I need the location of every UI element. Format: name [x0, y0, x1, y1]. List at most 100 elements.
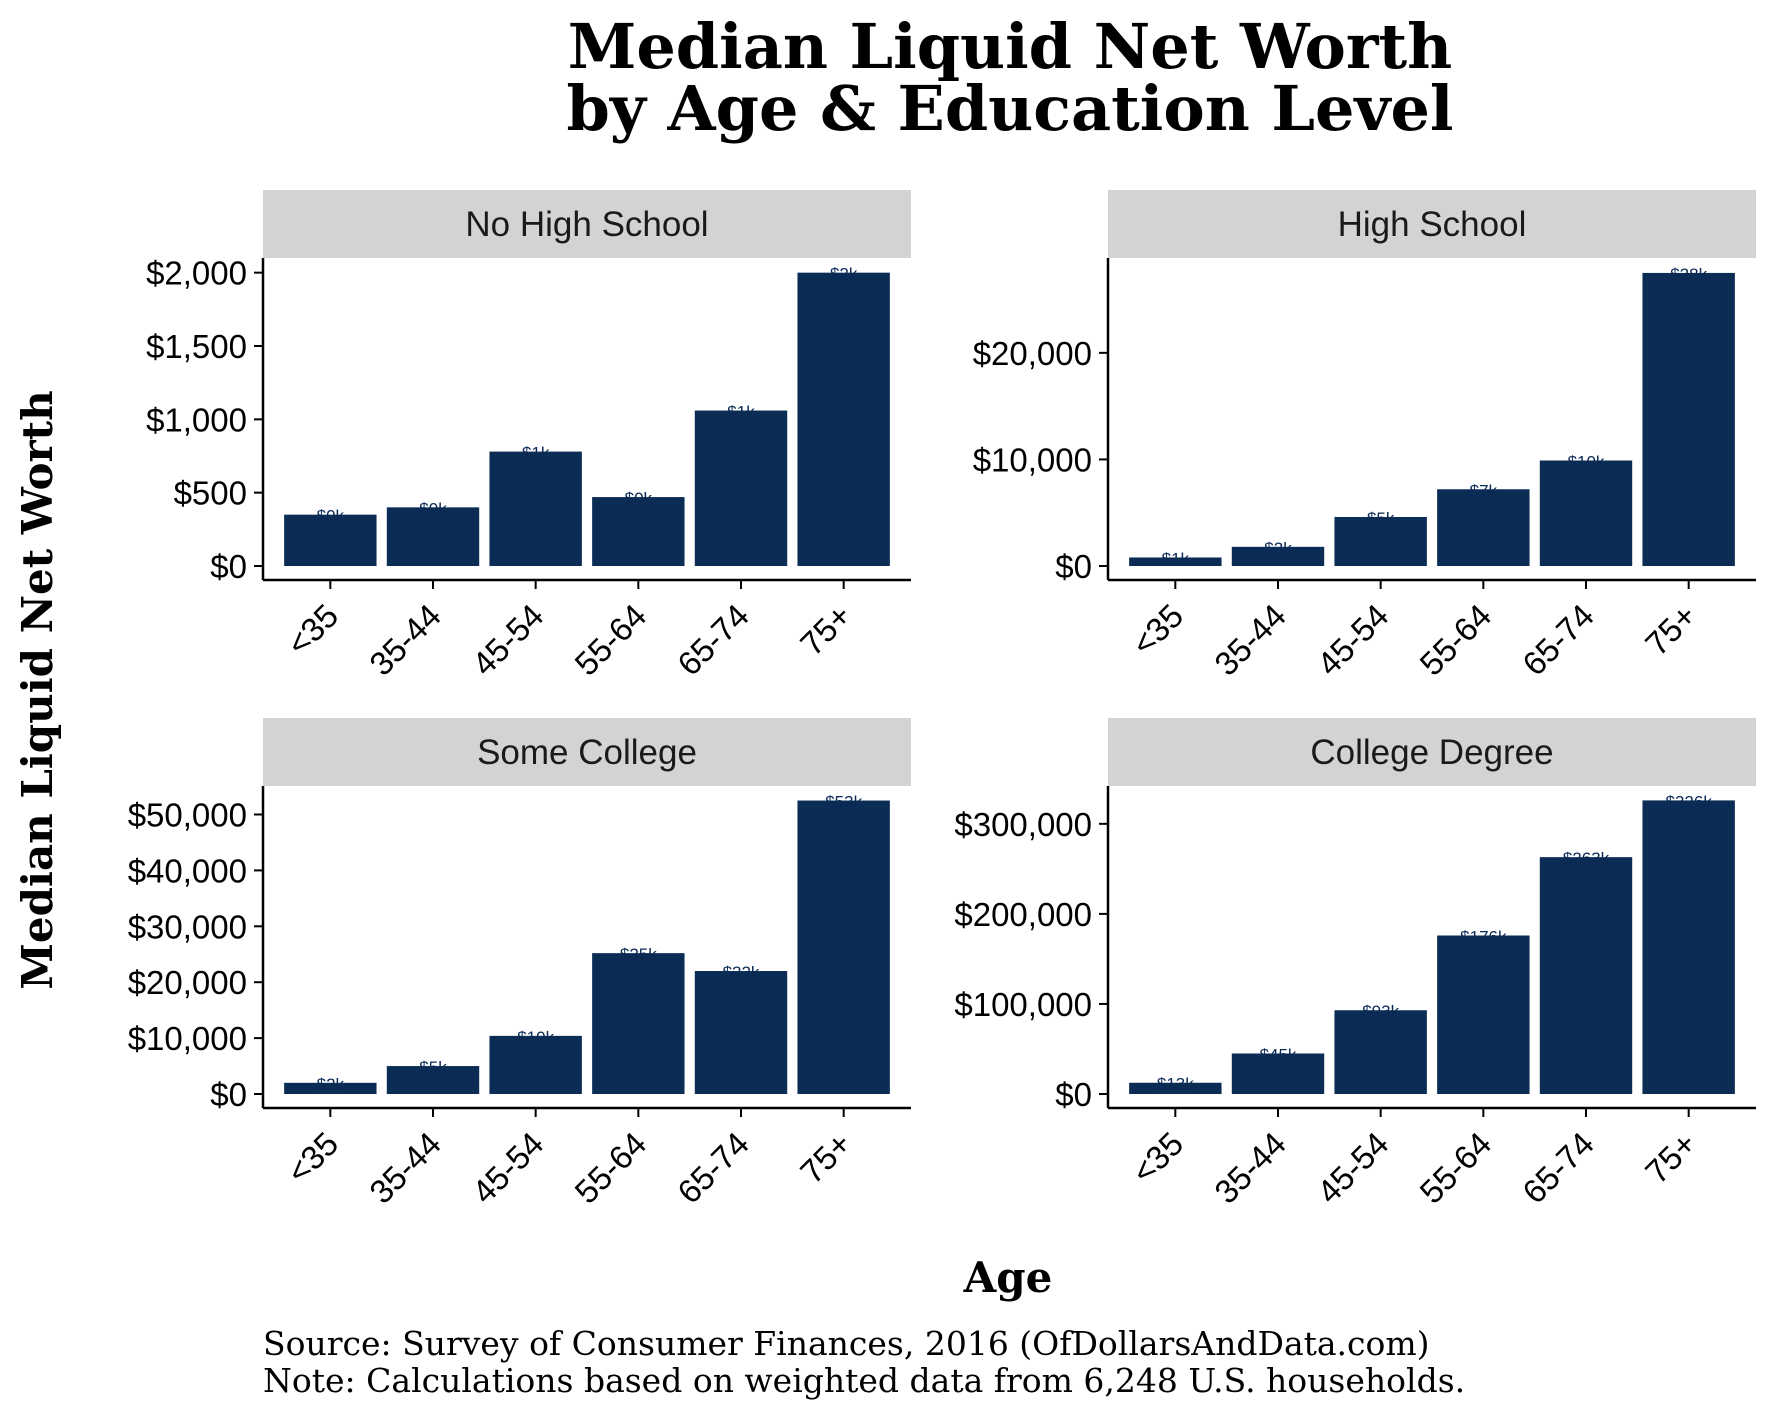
- x-tick-label: 55-64: [567, 597, 653, 683]
- y-tick-label: $10,000: [128, 1020, 247, 1057]
- x-tick-label: 65-74: [1515, 597, 1601, 683]
- x-tick-label: <35: [1125, 1125, 1191, 1191]
- x-tick-label: 65-74: [1515, 1125, 1601, 1211]
- calculation-note: Note: Calculations based on weighted dat…: [263, 1361, 1465, 1400]
- facet-strip: [263, 718, 911, 786]
- data-label: $0k: [625, 489, 653, 508]
- data-label: $7k: [1470, 481, 1498, 500]
- facet-strip: [1108, 190, 1756, 258]
- x-tick-label: 55-64: [1412, 1125, 1498, 1211]
- x-tick-label: 45-54: [465, 597, 551, 683]
- x-tick-label: 75+: [1638, 597, 1704, 663]
- bar: [1334, 516, 1427, 566]
- x-tick-label: 35-44: [362, 1125, 448, 1211]
- bar: [1129, 1082, 1222, 1094]
- bar: [694, 971, 788, 1094]
- facet-title: College Degree: [1310, 733, 1553, 772]
- x-tick-label: 45-54: [1310, 1125, 1396, 1211]
- x-tick-label: 35-44: [1207, 597, 1293, 683]
- bar: [1129, 557, 1222, 566]
- y-tick-label: $1,000: [146, 401, 247, 438]
- y-axis-label: Median Liquid Net Worth: [13, 390, 62, 989]
- bar: [386, 1066, 480, 1094]
- x-tick-label: 45-54: [465, 1125, 551, 1211]
- x-tick-label: 65-74: [670, 597, 756, 683]
- bar: [797, 800, 890, 1094]
- y-tick-label: $50,000: [128, 797, 247, 834]
- facet-title: Some College: [477, 733, 697, 772]
- bar: [1334, 1010, 1427, 1094]
- data-label: $5k: [1367, 509, 1395, 528]
- y-tick-label: $40,000: [128, 852, 247, 889]
- y-tick-label: $500: [174, 475, 247, 512]
- x-tick-label: <35: [280, 597, 346, 663]
- bar: [592, 953, 685, 1094]
- x-tick-label: 65-74: [670, 1125, 756, 1211]
- facet-strip: [1108, 718, 1756, 786]
- facet-panel: College Degree $0 $100,000 $200,000 $300,000…: [954, 718, 1756, 1211]
- bar: [489, 1035, 582, 1094]
- data-label: $10k: [1568, 452, 1605, 471]
- y-tick-label: $20,000: [973, 335, 1092, 372]
- data-label: $263k: [1563, 849, 1610, 868]
- bar: [797, 272, 890, 566]
- x-tick-label: 75+: [793, 1125, 859, 1191]
- y-tick-label: $0: [1055, 1076, 1092, 1113]
- y-tick-label: $100,000: [954, 986, 1092, 1023]
- x-tick-label: <35: [1125, 597, 1191, 663]
- data-label: $28k: [1670, 265, 1707, 284]
- x-tick-label: <35: [280, 1125, 346, 1191]
- data-label: $2k: [830, 265, 858, 284]
- chart-title-line2: by Age & Education Level: [567, 72, 1454, 145]
- y-tick-label: $200,000: [954, 896, 1092, 933]
- data-label: $25k: [620, 945, 657, 964]
- x-tick-label: 75+: [1638, 1125, 1704, 1191]
- data-label: $5k: [419, 1058, 447, 1077]
- bar: [489, 451, 582, 566]
- data-label: $176k: [1460, 927, 1507, 946]
- facet-panel: High School $0 $10,000 $20,000 $1k <35 $2k 35-4…: [973, 190, 1756, 683]
- data-label: $1k: [1162, 549, 1190, 568]
- bar: [1437, 489, 1530, 566]
- facet-title: No High School: [465, 205, 708, 244]
- x-tick-label: 55-64: [1412, 597, 1498, 683]
- bar: [1437, 935, 1530, 1094]
- y-tick-label: $1,500: [146, 328, 247, 365]
- bar: [694, 410, 788, 566]
- x-tick-label: 55-64: [567, 1125, 653, 1211]
- facet-panel: Some College $0 $10,000 $20,000 $30,000 $40,0…: [128, 718, 911, 1211]
- y-tick-label: $0: [210, 548, 247, 585]
- y-tick-label: $0: [1055, 548, 1092, 585]
- data-label: $22k: [723, 963, 760, 982]
- bar: [1539, 857, 1633, 1094]
- x-tick-label: 75+: [793, 597, 859, 663]
- bar: [284, 514, 377, 566]
- y-tick-label: $0: [210, 1076, 247, 1113]
- y-tick-label: $30,000: [128, 908, 247, 945]
- data-label: $2k: [1264, 539, 1292, 558]
- x-axis-label: Age: [963, 1253, 1053, 1302]
- facet-panel: No High School $0 $500 $1,000 $1,500 $2,000 $0…: [146, 190, 911, 683]
- chart-title-line1: Median Liquid Net Worth: [568, 10, 1453, 83]
- data-label: $1k: [727, 403, 755, 422]
- facet-panels: No High School $0 $500 $1,000 $1,500 $2,000 $0…: [128, 190, 1756, 1211]
- bar: [1231, 1053, 1325, 1094]
- bar: [386, 507, 480, 566]
- bar: [1231, 546, 1325, 566]
- bar: [284, 1082, 377, 1094]
- y-tick-label: $2,000: [146, 255, 247, 292]
- data-label: $0k: [419, 499, 447, 518]
- data-label: $53k: [825, 793, 862, 812]
- x-tick-label: 45-54: [1310, 597, 1396, 683]
- bar: [1642, 272, 1735, 566]
- y-tick-label: $20,000: [128, 964, 247, 1001]
- facet-strip: [263, 190, 911, 258]
- bar: [592, 497, 685, 566]
- data-label: $2k: [317, 1075, 345, 1094]
- y-tick-label: $10,000: [973, 441, 1092, 478]
- data-label: $1k: [522, 444, 550, 463]
- data-label: $93k: [1362, 1002, 1399, 1021]
- data-label: $45k: [1260, 1045, 1297, 1064]
- y-tick-label: $300,000: [954, 806, 1092, 843]
- data-label: $0k: [317, 507, 345, 526]
